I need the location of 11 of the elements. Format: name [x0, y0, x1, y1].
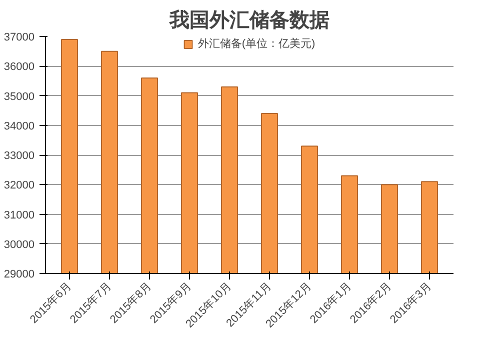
- y-tick-label: 37000: [4, 32, 35, 44]
- y-tick-label: 30000: [4, 238, 35, 251]
- y-tick-label: 29000: [4, 268, 35, 280]
- y-tick-label: 31000: [4, 209, 35, 222]
- y-tick-label: 35000: [4, 90, 35, 103]
- legend-label: 外汇储备(单位：亿美元): [198, 36, 316, 51]
- y-tick-label: 32000: [4, 180, 35, 192]
- y-tick-label: 33000: [4, 150, 35, 162]
- y-tick-label: 36000: [4, 61, 35, 74]
- y-tick-label: 34000: [4, 120, 35, 132]
- chart-title: 我国外汇储备数据: [168, 8, 330, 32]
